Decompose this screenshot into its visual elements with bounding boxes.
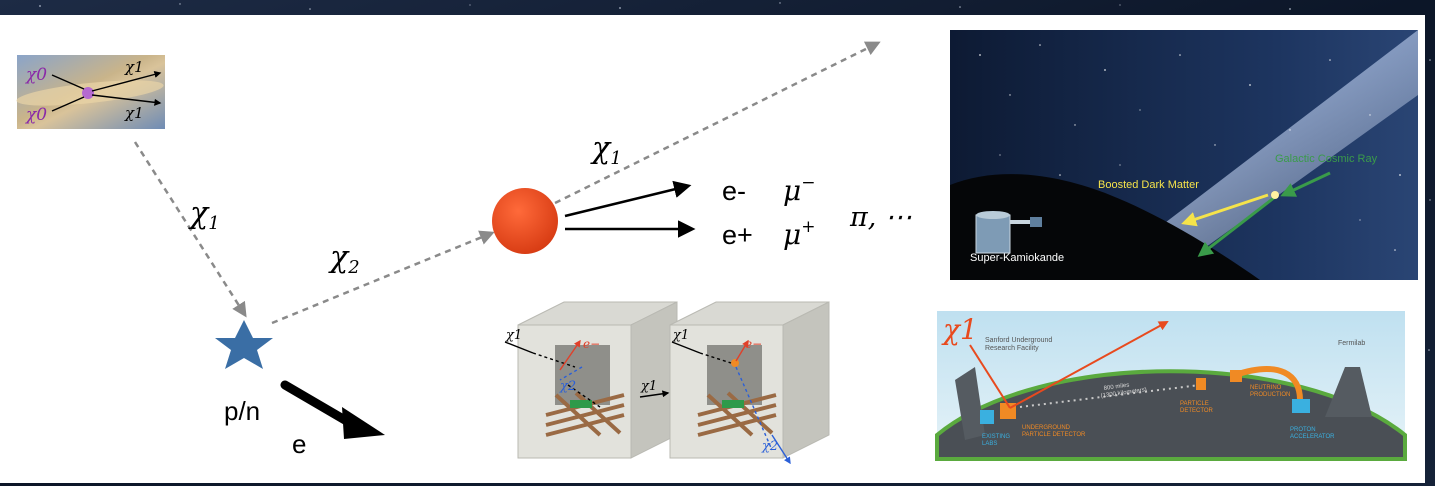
cosmic-ray-down-arrow (1197, 195, 1276, 257)
e-minus-label: e- (722, 176, 746, 206)
underground-detector-label: UNDERGROUND PARTICLE DETECTOR (1022, 425, 1086, 438)
recoil-arrow-head (342, 407, 385, 439)
mountain-silhouette (950, 174, 1260, 280)
cube-right-chi2: χ2 (761, 439, 778, 454)
cube-left-chi2: χ2 (559, 379, 576, 394)
recoil-arrow-shaft (280, 380, 355, 428)
chi1-incoming-label: χ1 (188, 196, 220, 234)
chi2-label: χ2 (328, 240, 360, 278)
chi1-outgoing-label: χ1 (590, 131, 622, 169)
mu-plus-label: μ+ (783, 217, 815, 251)
chi0-top-label: χ0 (25, 65, 47, 85)
pion-etc-label: π, ⋯ (849, 202, 912, 233)
milky-way (1090, 30, 1418, 280)
cube-left-chi1-out: χ1 (640, 379, 657, 394)
chi2-arrow (271, 230, 495, 325)
superk-panel: Boosted Dark Matter Galactic Cosmic Ray … (950, 30, 1418, 280)
galaxy-inset: χ0 χ0 χ1 χ1 (16, 55, 165, 129)
decay-ball (492, 188, 558, 254)
superk-label: Super-Kamiokande (970, 252, 1064, 264)
recoil-label: e (292, 429, 306, 459)
sanford-label: Sanford Underground Research Facility (985, 337, 1052, 352)
chi1-out-dune-arrow (1009, 321, 1169, 409)
e-plus-label: e+ (722, 220, 753, 250)
slide-canvas: χ0 χ0 χ1 χ1 χ1 χ2 χ1 e- e+ μ− μ+ π, ⋯ p/… (0, 15, 1425, 483)
dune-panel: χ1 Sanford Underground Research Facility … (935, 311, 1407, 461)
main-diagram: χ1 χ2 χ1 e- e+ μ− μ+ π, ⋯ p/n e (133, 41, 912, 459)
chi1-bottom-label: χ1 (124, 104, 144, 122)
detector-cube-right: χ1 e− χ2 (669, 301, 830, 465)
dune-chi1-label: χ1 (941, 313, 978, 346)
mu-minus-label: μ− (783, 173, 815, 207)
chi1-incoming-arrow (133, 141, 247, 318)
chi1-top-label: χ1 (124, 58, 144, 76)
product-arrow-upper (564, 180, 692, 218)
boosted-dm-arrow (1181, 193, 1269, 227)
particle-detector-label: PARTICLE DETECTOR (1180, 401, 1214, 414)
cube-left-chi1-in: χ1 (505, 328, 522, 343)
existing-labs-label: EXISTING LABS (982, 434, 1010, 447)
target-star (215, 320, 273, 369)
cosmic-ray-in-arrow (1280, 171, 1331, 197)
cosmic-ray-label: Galactic Cosmic Ray (1275, 153, 1378, 165)
detector-cube-left: χ1 e− χ2 χ1 (504, 301, 678, 459)
collision-point (1271, 191, 1279, 199)
boosted-dm-label: Boosted Dark Matter (1098, 179, 1199, 191)
annihilation-point (82, 87, 94, 99)
target-label: p/n (224, 396, 260, 426)
earth-crust (935, 369, 1407, 461)
cube-right-chi1-in: χ1 (672, 328, 689, 343)
cube-left-e-minus: e− (583, 337, 600, 351)
neutrino-production-label: NEUTRINO PRODUCTION (1250, 385, 1290, 398)
chi1-in-dune-arrow (969, 344, 1011, 409)
proton-accelerator-label: PROTON ACCELERATOR (1290, 427, 1335, 440)
cube-right-e-minus: e− (745, 337, 762, 351)
chi0-bottom-label: χ0 (25, 105, 47, 125)
fermilab-label: Fermilab (1338, 340, 1365, 347)
chi1-outgoing-arrow (554, 41, 881, 205)
